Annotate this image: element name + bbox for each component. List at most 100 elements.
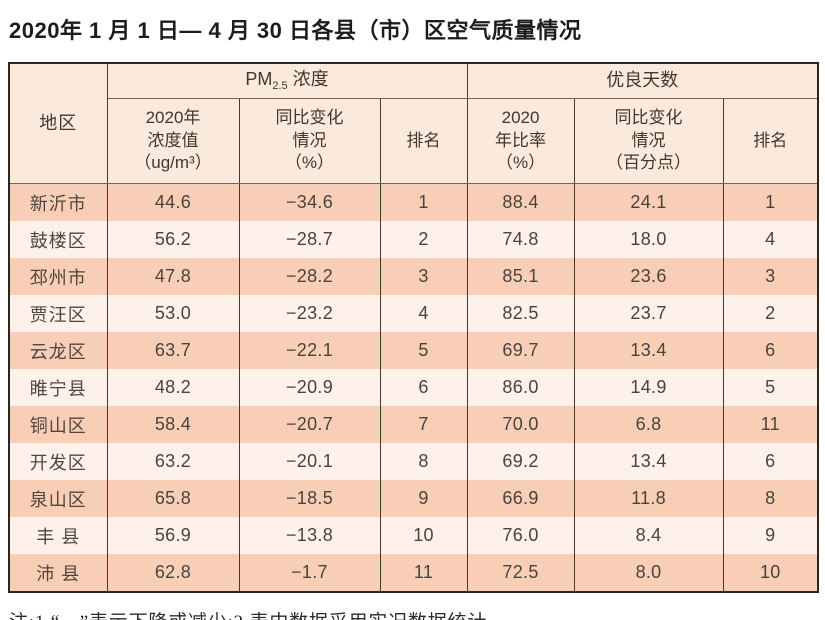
table-row: 丰 县 56.9 −13.8 10 76.0 8.4 9	[8, 517, 819, 554]
pm25-change-cell: −28.2	[238, 258, 381, 295]
good-ratio-cell: 70.0	[466, 406, 575, 443]
pm25-change-cell: −23.2	[238, 295, 381, 332]
pm25-change-cell: −18.5	[238, 480, 381, 517]
pm25-value-cell: 56.9	[106, 517, 240, 554]
good-rank-cell: 6	[722, 332, 819, 369]
good-rank-cell: 8	[722, 480, 819, 517]
pm25-rank-cell: 5	[379, 332, 468, 369]
good-change-cell: 8.4	[573, 517, 724, 554]
pm25-change-cell: −22.1	[238, 332, 381, 369]
region-cell: 贾汪区	[8, 295, 108, 332]
pm25-change-cell: −28.7	[238, 221, 381, 258]
good-ratio-cell: 88.4	[466, 183, 575, 221]
good-change-cell: 23.6	[573, 258, 724, 295]
pm25-value-cell: 62.8	[106, 554, 240, 592]
table-body: 新沂市 44.6 −34.6 1 88.4 24.1 1 鼓楼区 56.2 −28.7 2 74.8 1…	[8, 183, 819, 592]
good-change-cell: 13.4	[573, 443, 724, 480]
good-change-cell: 11.8	[573, 480, 724, 517]
pm25-value-cell: 44.6	[106, 183, 240, 221]
good-ratio-cell: 69.2	[466, 443, 575, 480]
good-rank-cell: 9	[722, 517, 819, 554]
good-rank-cell: 2	[722, 295, 819, 332]
table-row: 新沂市 44.6 −34.6 1 88.4 24.1 1	[8, 183, 819, 221]
good-rank-cell: 10	[722, 554, 819, 592]
pm25-value-column-header: 2020年 浓度值 （ug/m³）	[106, 98, 240, 184]
good-ratio-cell: 72.5	[466, 554, 575, 592]
region-cell: 铜山区	[8, 406, 108, 443]
good-ratio-cell: 69.7	[466, 332, 575, 369]
table-row: 沛 县 62.8 −1.7 11 72.5 8.0 10	[8, 554, 819, 592]
good-rank-cell: 5	[722, 369, 819, 406]
air-quality-table: 地区 PM2.5 浓度 优良天数 2020年 浓度值 （ug/m³） 同比变化 …	[8, 62, 820, 593]
table-row: 泉山区 65.8 −18.5 9 66.9 11.8 8	[8, 480, 819, 517]
pm25-rank-cell: 4	[379, 295, 468, 332]
region-cell: 云龙区	[8, 332, 108, 369]
good-rank-column-header: 排名	[722, 98, 819, 184]
table-row: 铜山区 58.4 −20.7 7 70.0 6.8 11	[8, 406, 819, 443]
pm25-value-cell: 63.7	[106, 332, 240, 369]
pm25-group-label: PM2.5 浓度	[245, 69, 329, 93]
good-change-cell: 18.0	[573, 221, 724, 258]
pm25-change-cell: −34.6	[238, 183, 381, 221]
pm25-value-cell: 48.2	[106, 369, 240, 406]
good-change-cell: 6.8	[573, 406, 724, 443]
good-ratio-cell: 85.1	[466, 258, 575, 295]
good-rank-cell: 6	[722, 443, 819, 480]
pm25-rank-cell: 1	[379, 183, 468, 221]
pm25-rank-cell: 11	[379, 554, 468, 592]
pm25-rank-column-header: 排名	[379, 98, 468, 184]
good-ratio-cell: 76.0	[466, 517, 575, 554]
pm25-change-cell: −20.7	[238, 406, 381, 443]
pm25-rank-cell: 7	[379, 406, 468, 443]
good-change-cell: 24.1	[573, 183, 724, 221]
good-ratio-cell: 82.5	[466, 295, 575, 332]
region-cell: 鼓楼区	[8, 221, 108, 258]
pm25-rank-cell: 6	[379, 369, 468, 406]
page-title: 2020年 1 月 1 日— 4 月 30 日各县（市）区空气质量情况	[9, 18, 582, 43]
pm25-change-cell: −13.8	[238, 517, 381, 554]
table-row: 睢宁县 48.2 −20.9 6 86.0 14.9 5	[8, 369, 819, 406]
good-rank-cell: 11	[722, 406, 819, 443]
pm25-value-cell: 58.4	[106, 406, 240, 443]
table-row: 邳州市 47.8 −28.2 3 85.1 23.6 3	[8, 258, 819, 295]
footnote: 注:1.“—”表示下降或减少;2.表中数据采用实况数据统计。	[9, 607, 815, 620]
good-ratio-cell: 74.8	[466, 221, 575, 258]
pm25-value-cell: 47.8	[106, 258, 240, 295]
region-column-header: 地区	[8, 63, 108, 184]
pm25-value-cell: 56.2	[106, 221, 240, 258]
good-ratio-cell: 66.9	[466, 480, 575, 517]
region-cell: 新沂市	[8, 183, 108, 221]
good-rank-cell: 4	[722, 221, 819, 258]
pm25-rank-cell: 3	[379, 258, 468, 295]
good-ratio-column-header: 2020 年比率 （%）	[466, 98, 575, 184]
good-ratio-cell: 86.0	[466, 369, 575, 406]
region-cell: 开发区	[8, 443, 108, 480]
good-change-cell: 13.4	[573, 332, 724, 369]
region-cell: 丰 县	[8, 517, 108, 554]
pm25-change-cell: −1.7	[238, 554, 381, 592]
good-change-cell: 23.7	[573, 295, 724, 332]
pm25-change-cell: −20.1	[238, 443, 381, 480]
pm25-value-cell: 65.8	[106, 480, 240, 517]
pm25-rank-cell: 8	[379, 443, 468, 480]
good-change-cell: 14.9	[573, 369, 724, 406]
table-row: 贾汪区 53.0 −23.2 4 82.5 23.7 2	[8, 295, 819, 332]
region-cell: 泉山区	[8, 480, 108, 517]
table-header: 地区 PM2.5 浓度 优良天数 2020年 浓度值 （ug/m³） 同比变化 …	[8, 63, 819, 184]
good-change-cell: 8.0	[573, 554, 724, 592]
pm25-rank-cell: 9	[379, 480, 468, 517]
table-row: 鼓楼区 56.2 −28.7 2 74.8 18.0 4	[8, 221, 819, 258]
pm25-value-cell: 53.0	[106, 295, 240, 332]
pm25-rank-cell: 2	[379, 221, 468, 258]
pm25-value-cell: 63.2	[106, 443, 240, 480]
region-cell: 邳州市	[8, 258, 108, 295]
table-row: 开发区 63.2 −20.1 8 69.2 13.4 6	[8, 443, 819, 480]
sub-header-row: 2020年 浓度值 （ug/m³） 同比变化 情况 （%） 排名 2020 年比…	[9, 98, 819, 184]
table-row: 云龙区 63.7 −22.1 5 69.7 13.4 6	[8, 332, 819, 369]
good-rank-cell: 1	[722, 183, 819, 221]
pm25-rank-cell: 10	[379, 517, 468, 554]
good-change-column-header: 同比变化 情况 （百分点）	[573, 98, 724, 184]
group-header-row: 地区 PM2.5 浓度 优良天数	[8, 63, 819, 184]
region-cell: 沛 县	[8, 554, 108, 592]
